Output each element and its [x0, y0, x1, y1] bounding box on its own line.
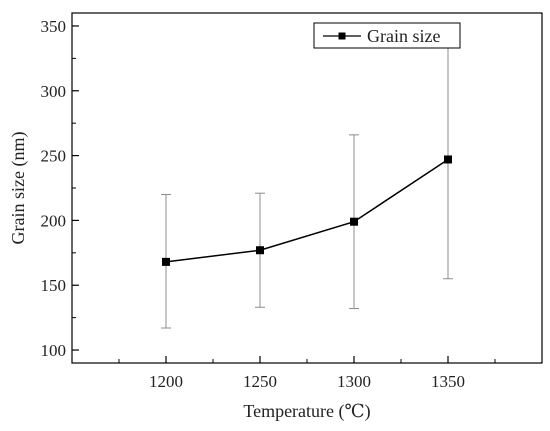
y-tick-label: 300 — [41, 82, 67, 101]
y-tick-label: 250 — [41, 147, 67, 166]
x-tick-label: 1200 — [149, 372, 183, 391]
x-tick-label: 1250 — [243, 372, 277, 391]
x-axis: 1200 1250 1300 1350 — [118, 356, 496, 391]
y-axis-title: Grain size (nm) — [8, 132, 29, 245]
data-point — [256, 246, 264, 255]
series-lines — [165, 158, 449, 263]
y-axis: 100 150 200 250 300 350 — [41, 17, 79, 360]
plot-frame — [71, 12, 543, 364]
legend-marker — [338, 32, 346, 40]
x-axis-title: Temperature (℃) — [243, 401, 370, 422]
legend-label: Grain size — [367, 26, 440, 46]
series-line — [165, 158, 449, 263]
data-point — [350, 217, 358, 226]
legend: Grain size — [313, 22, 461, 49]
x-tick-label: 1300 — [337, 372, 371, 391]
data-point — [162, 257, 170, 266]
y-tick-label: 350 — [41, 17, 67, 36]
data-point — [444, 155, 452, 164]
data-markers — [162, 155, 452, 266]
x-tick-label: 1350 — [431, 372, 465, 391]
y-tick-label: 200 — [41, 211, 67, 230]
y-tick-label: 100 — [41, 341, 67, 360]
y-tick-label: 150 — [41, 276, 67, 295]
error-bars — [161, 39, 453, 329]
